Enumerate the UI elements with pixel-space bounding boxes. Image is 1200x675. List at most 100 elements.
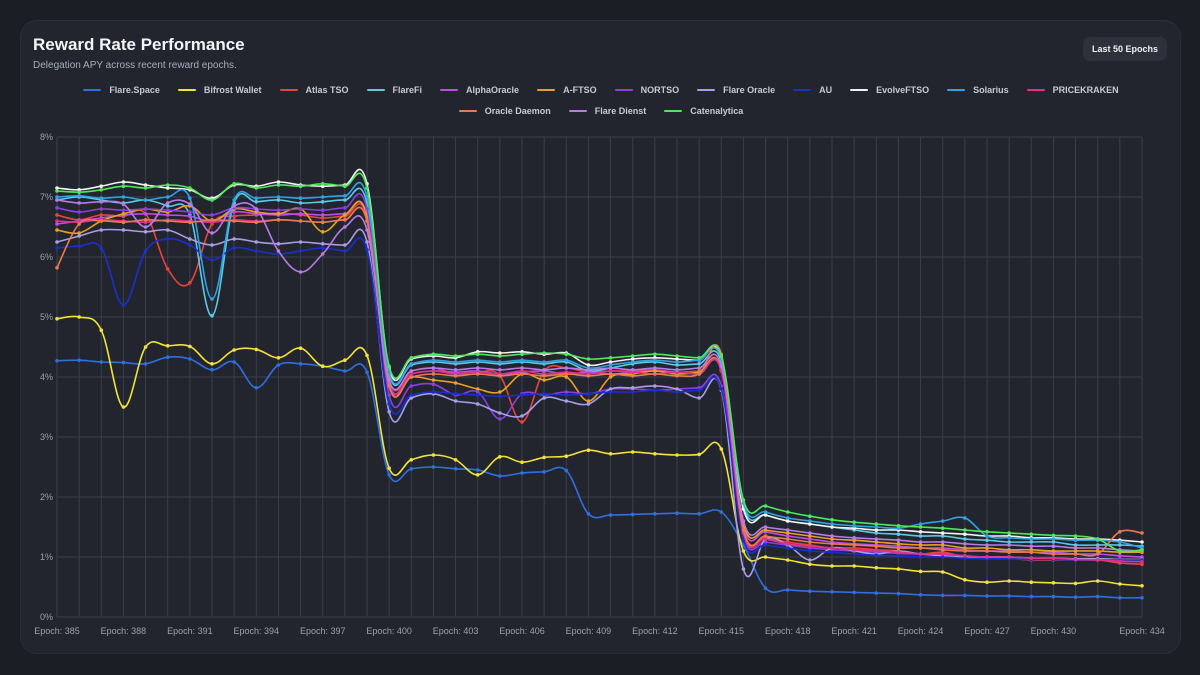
legend-item[interactable]: A-FTSO [537, 83, 597, 97]
data-point [165, 213, 170, 217]
data-point [785, 510, 790, 514]
legend-label: Atlas TSO [305, 85, 349, 95]
data-point [1118, 596, 1122, 600]
legend-item[interactable]: Catenalytica [664, 104, 743, 118]
data-point [143, 198, 148, 202]
data-point [210, 368, 214, 372]
data-point [675, 360, 679, 364]
data-point [564, 352, 569, 357]
data-point [874, 522, 879, 526]
data-point [1095, 558, 1100, 562]
x-tick-label: Epoch: 424 [898, 626, 944, 636]
data-point [697, 512, 701, 516]
data-point [1095, 552, 1100, 556]
data-point [542, 470, 546, 474]
data-point [763, 540, 768, 544]
data-point [475, 393, 480, 397]
data-point [874, 549, 879, 553]
data-point [985, 538, 989, 542]
legend-item[interactable]: NORTSO [614, 83, 680, 97]
data-point [564, 390, 569, 394]
data-point [55, 213, 59, 217]
page-subtitle: Delegation APY across recent reward epoc… [33, 60, 237, 71]
legend-item[interactable]: Solarius [947, 83, 1009, 97]
data-point [918, 540, 923, 544]
data-point [763, 504, 768, 508]
data-point [298, 212, 303, 216]
data-point [1051, 533, 1056, 538]
data-point [586, 363, 591, 367]
data-point [475, 366, 480, 370]
data-point [188, 214, 192, 218]
legend-item[interactable]: Bifrost Wallet [177, 83, 262, 97]
data-point [940, 531, 945, 535]
legend-item[interactable]: FlareFi [366, 83, 422, 97]
data-point [653, 372, 657, 376]
data-point [564, 366, 569, 370]
data-point [630, 450, 635, 454]
data-point [985, 530, 989, 534]
data-point [896, 591, 901, 596]
data-point [475, 352, 480, 357]
data-point [387, 364, 391, 369]
series-line [56, 237, 1143, 561]
data-point [852, 564, 856, 568]
legend-item[interactable]: Flare Oracle [697, 83, 775, 97]
legend-item[interactable]: Flare.Space [83, 83, 160, 97]
data-point [254, 220, 259, 224]
data-point [896, 554, 901, 558]
y-tick-label: 4% [40, 372, 53, 382]
data-point [320, 246, 325, 250]
data-point [608, 513, 613, 517]
data-point [165, 355, 170, 360]
data-point [940, 540, 945, 544]
data-point [630, 386, 635, 390]
data-point [852, 548, 856, 552]
data-point [232, 214, 236, 218]
data-point [210, 213, 214, 217]
series-group [55, 192, 1144, 562]
data-point [276, 212, 281, 216]
series-line [56, 181, 1143, 549]
series-group [55, 206, 1144, 557]
data-point [763, 555, 768, 559]
data-point [1029, 556, 1034, 560]
data-point [630, 512, 635, 517]
legend-item[interactable]: PRICEKRAKEN [1026, 83, 1119, 97]
data-point [1073, 543, 1078, 547]
data-point [276, 198, 281, 202]
series-line [56, 172, 1143, 553]
legend-item[interactable]: Flare Dienst [568, 104, 646, 118]
legend-item[interactable]: AlphaOracle [440, 83, 519, 97]
epoch-range-button[interactable]: Last 50 Epochs [1082, 37, 1167, 61]
legend-item[interactable]: EvolveFTSO [850, 83, 929, 97]
data-point [343, 369, 347, 373]
data-point [1118, 559, 1122, 563]
data-point [431, 369, 436, 373]
data-point [808, 531, 812, 535]
data-point [121, 228, 126, 232]
data-point [630, 360, 635, 364]
x-tick-label: Epoch: 412 [632, 626, 678, 636]
data-point [918, 569, 923, 574]
legend-label: NORTSO [640, 85, 680, 95]
data-point [99, 188, 104, 192]
data-point [431, 390, 436, 394]
legend-item[interactable]: AU [793, 83, 832, 97]
page-title: Reward Rate Performance [33, 35, 245, 54]
y-tick-label: 3% [40, 432, 53, 442]
data-point [409, 384, 414, 388]
legend-swatch [458, 110, 477, 112]
data-point [143, 362, 148, 366]
data-point [963, 554, 967, 558]
data-point [630, 374, 635, 378]
legend-item[interactable]: Atlas TSO [279, 83, 349, 97]
data-point [431, 465, 436, 469]
data-point [520, 471, 524, 475]
data-point [188, 210, 192, 214]
data-point [830, 546, 834, 550]
data-point [475, 402, 480, 406]
legend-item[interactable]: Oracle Daemon [458, 104, 551, 118]
data-point [99, 219, 104, 223]
data-point [320, 213, 325, 217]
